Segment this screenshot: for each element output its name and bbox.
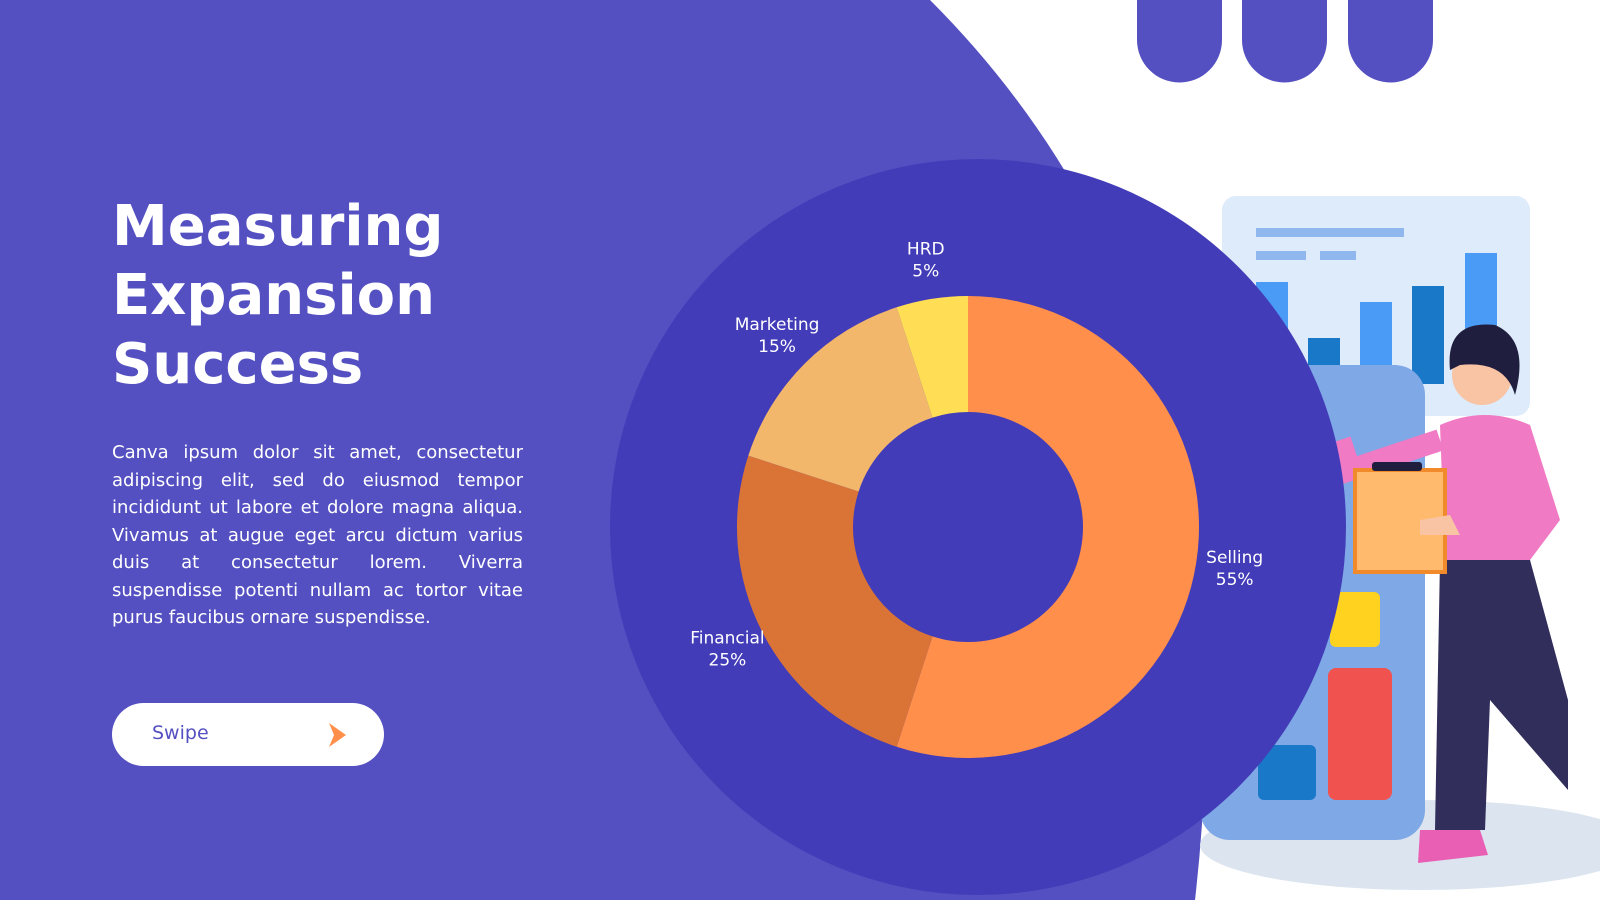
donut-slice — [748, 307, 933, 492]
slice-label: HRD — [907, 239, 945, 259]
slice-label: Selling — [1206, 548, 1263, 568]
donut-slice — [896, 296, 1200, 758]
value-label: 5% — [912, 261, 939, 281]
slice-label: Marketing — [735, 315, 820, 335]
title: Measuring Expansion Success — [112, 194, 444, 397]
body-text: Canva ipsum dolor sit amet, consectetur … — [112, 442, 523, 628]
donut-slice — [737, 455, 933, 747]
value-label: 15% — [758, 337, 796, 357]
value-label: 25% — [709, 651, 747, 671]
value-label: 55% — [1216, 570, 1254, 590]
chart-backdrop — [610, 159, 1346, 895]
arrow-icon[interactable] — [326, 723, 348, 747]
button-label[interactable]: Swipe — [152, 722, 209, 744]
slice-label: Financial — [690, 629, 764, 649]
swipe-button[interactable]: Swipe — [112, 703, 384, 766]
donut-slice — [896, 296, 968, 418]
